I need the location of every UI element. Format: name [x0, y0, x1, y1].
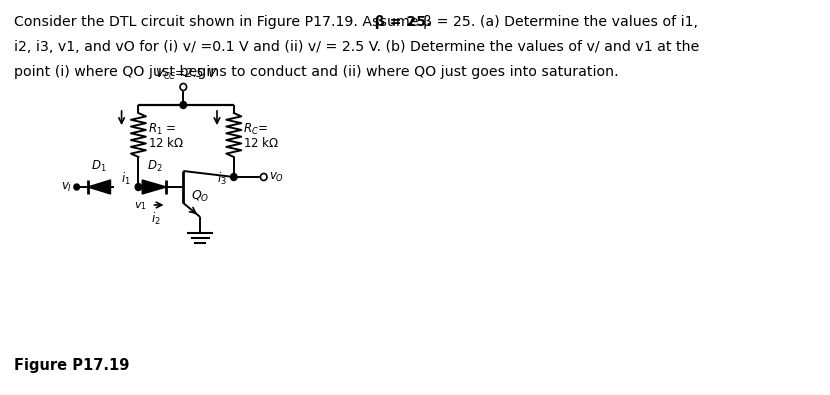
- Text: $D_2$: $D_2$: [147, 159, 162, 174]
- Text: Figure P17.19: Figure P17.19: [14, 358, 129, 373]
- Circle shape: [180, 83, 187, 90]
- Text: $v_I$: $v_I$: [61, 181, 72, 194]
- Text: β = 25.: β = 25.: [14, 15, 432, 29]
- Text: $V_{CC}$=2.5 V: $V_{CC}$=2.5 V: [155, 67, 218, 82]
- Text: $v_1$: $v_1$: [134, 200, 147, 212]
- Text: $R_C$=: $R_C$=: [243, 121, 268, 137]
- Circle shape: [180, 102, 187, 109]
- Text: $i_3$: $i_3$: [217, 171, 227, 187]
- Text: $i_2$: $i_2$: [151, 211, 161, 227]
- Circle shape: [261, 173, 267, 181]
- Circle shape: [135, 184, 142, 190]
- Text: $R_1$ =: $R_1$ =: [148, 121, 176, 137]
- Text: Consider the DTL circuit shown in Figure P17.19. Assume β = 25. (a) Determine th: Consider the DTL circuit shown in Figure…: [14, 15, 698, 29]
- Circle shape: [231, 173, 237, 181]
- Text: point (i) where QO just begins to conduct and (ii) where QO just goes into satur: point (i) where QO just begins to conduc…: [14, 65, 618, 79]
- Text: $D_1$: $D_1$: [91, 159, 107, 174]
- Text: $v_O$: $v_O$: [270, 171, 285, 184]
- Text: $i_1$: $i_1$: [121, 171, 131, 187]
- Polygon shape: [142, 180, 166, 194]
- Text: 12 k$\Omega$: 12 k$\Omega$: [148, 136, 184, 150]
- Polygon shape: [88, 180, 110, 194]
- Circle shape: [74, 184, 80, 190]
- Text: 12 k$\Omega$: 12 k$\Omega$: [243, 136, 279, 150]
- Text: $Q_O$: $Q_O$: [191, 189, 209, 204]
- Text: i2, i3, v1, and vO for (i) v/ =0.1 V and (ii) v/ = 2.5 V. (b) Determine the valu: i2, i3, v1, and vO for (i) v/ =0.1 V and…: [14, 40, 700, 54]
